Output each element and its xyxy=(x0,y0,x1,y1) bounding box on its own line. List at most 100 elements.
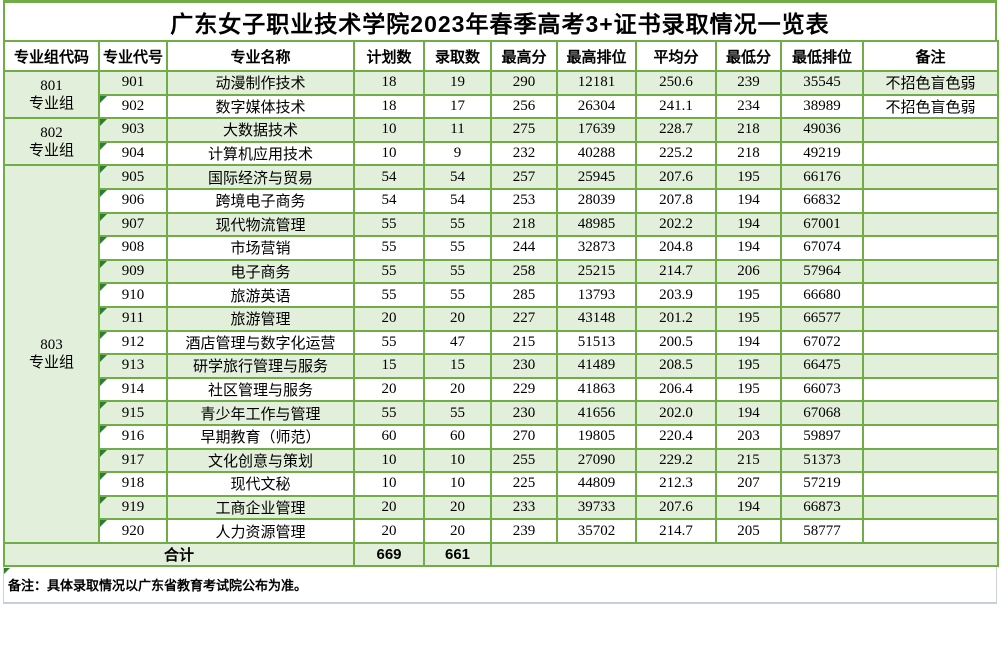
cell-max_rank: 32873 xyxy=(556,235,637,261)
cell-plan: 15 xyxy=(353,353,425,379)
cell-max: 225 xyxy=(490,471,558,497)
cell-min_rank: 67074 xyxy=(780,235,864,261)
cell-plan: 60 xyxy=(353,423,425,450)
cell-name: 计算机应用技术 xyxy=(166,140,355,167)
cell-max: 227 xyxy=(490,305,558,332)
cell-min_rank: 67068 xyxy=(780,400,864,426)
cell-code: 907 xyxy=(98,211,168,238)
cell-max: 290 xyxy=(490,70,558,96)
cell-avg: 241.1 xyxy=(635,93,717,120)
cell-remark xyxy=(862,494,999,521)
cell-max: 256 xyxy=(490,93,558,120)
cell-min: 239 xyxy=(715,70,782,96)
table-row: 902 数字媒体技术 18 17 256 26304 241.1 234 38989 不招色盲色弱 xyxy=(4,93,999,120)
cell-code: 920 xyxy=(98,518,168,544)
cell-code: 916 xyxy=(98,423,168,450)
cell-admit: 10 xyxy=(423,447,492,474)
cell-plan: 10 xyxy=(353,140,425,167)
cell-admit: 20 xyxy=(423,376,492,403)
group-code: 802 xyxy=(40,124,63,141)
cell-max: 258 xyxy=(490,258,558,285)
column-header-8: 最低分 xyxy=(715,40,782,72)
total-plan: 669 xyxy=(353,541,425,567)
cell-min_rank: 66680 xyxy=(780,282,864,308)
cell-admit: 19 xyxy=(423,70,492,96)
cell-code: 908 xyxy=(98,235,168,261)
cell-avg: 200.5 xyxy=(635,329,717,356)
cell-avg: 228.7 xyxy=(635,117,717,143)
column-header-7: 平均分 xyxy=(635,40,717,72)
cell-remark xyxy=(862,305,999,332)
cell-min: 215 xyxy=(715,447,782,474)
cell-plan: 20 xyxy=(353,376,425,403)
total-admit: 661 xyxy=(423,541,492,567)
cell-remark xyxy=(862,258,999,285)
table-row: 919 工商企业管理 20 20 233 39733 207.6 194 66873 xyxy=(4,494,999,521)
cell-max_rank: 28039 xyxy=(556,187,637,214)
cell-name: 现代物流管理 xyxy=(166,211,355,238)
table-row: 909 电子商务 55 55 258 25215 214.7 206 57964 xyxy=(4,258,999,285)
cell-name: 早期教育（师范） xyxy=(166,423,355,450)
column-header-0: 专业组代码 xyxy=(3,40,100,72)
cell-name: 文化创意与策划 xyxy=(166,447,355,474)
cell-avg: 203.9 xyxy=(635,282,717,308)
cell-min_rank: 67072 xyxy=(780,329,864,356)
total-empty-cell xyxy=(490,541,999,567)
cell-max: 270 xyxy=(490,423,558,450)
cell-code: 910 xyxy=(98,282,168,308)
cell-plan: 55 xyxy=(353,235,425,261)
cell-max: 257 xyxy=(490,164,558,190)
cell-min_rank: 67001 xyxy=(780,211,864,238)
cell-max: 215 xyxy=(490,329,558,356)
cell-min: 203 xyxy=(715,423,782,450)
cell-code: 902 xyxy=(98,93,168,120)
cell-plan: 55 xyxy=(353,329,425,356)
cell-min: 195 xyxy=(715,282,782,308)
cell-admit: 17 xyxy=(423,93,492,120)
cell-max: 239 xyxy=(490,518,558,544)
cell-plan: 18 xyxy=(353,93,425,120)
cell-min: 194 xyxy=(715,211,782,238)
column-header-3: 计划数 xyxy=(353,40,425,72)
cell-avg: 225.2 xyxy=(635,140,717,167)
cell-max: 253 xyxy=(490,187,558,214)
group-cell-803: 803 专业组 xyxy=(3,164,100,544)
admissions-sheet: 广东女子职业技术学院2023年春季高考3+证书录取情况一览表 专业组代码 专业代号… xyxy=(3,0,999,604)
cell-avg: 204.8 xyxy=(635,235,717,261)
cell-avg: 201.2 xyxy=(635,305,717,332)
cell-code: 914 xyxy=(98,376,168,403)
cell-min_rank: 66873 xyxy=(780,494,864,521)
cell-max_rank: 35702 xyxy=(556,518,637,544)
cell-remark xyxy=(862,211,999,238)
cell-remark xyxy=(862,353,999,379)
group-code: 801 xyxy=(40,77,63,94)
group-cell-802: 802 专业组 xyxy=(3,117,100,167)
cell-max: 229 xyxy=(490,376,558,403)
admissions-table: 专业组代码 专业代号 专业名称 计划数 录取数 最高分 最高排位 平均分 最低分 最低排位 备注 8… xyxy=(3,40,999,567)
cell-code: 915 xyxy=(98,400,168,426)
cell-avg: 202.0 xyxy=(635,400,717,426)
table-row: 911 旅游管理 20 20 227 43148 201.2 195 66577 xyxy=(4,305,999,332)
cell-admit: 55 xyxy=(423,211,492,238)
group-suffix: 专业组 xyxy=(28,142,74,159)
cell-code: 906 xyxy=(98,187,168,214)
group-code: 803 xyxy=(40,337,63,354)
cell-name: 动漫制作技术 xyxy=(166,70,355,96)
cell-name: 大数据技术 xyxy=(166,117,355,143)
cell-max: 255 xyxy=(490,447,558,474)
cell-remark xyxy=(862,164,999,190)
cell-max_rank: 41489 xyxy=(556,353,637,379)
cell-min: 206 xyxy=(715,258,782,285)
cell-remark xyxy=(862,329,999,356)
cell-name: 数字媒体技术 xyxy=(166,93,355,120)
cell-plan: 55 xyxy=(353,211,425,238)
cell-code: 912 xyxy=(98,329,168,356)
cell-min: 194 xyxy=(715,235,782,261)
cell-avg: 208.5 xyxy=(635,353,717,379)
cell-admit: 20 xyxy=(423,518,492,544)
cell-code: 901 xyxy=(98,70,168,96)
cell-remark xyxy=(862,376,999,403)
cell-remark xyxy=(862,187,999,214)
cell-min_rank: 35545 xyxy=(780,70,864,96)
footnote-text: 备注：具体录取情况以广东省教育考试院公布为准。 xyxy=(8,577,308,593)
